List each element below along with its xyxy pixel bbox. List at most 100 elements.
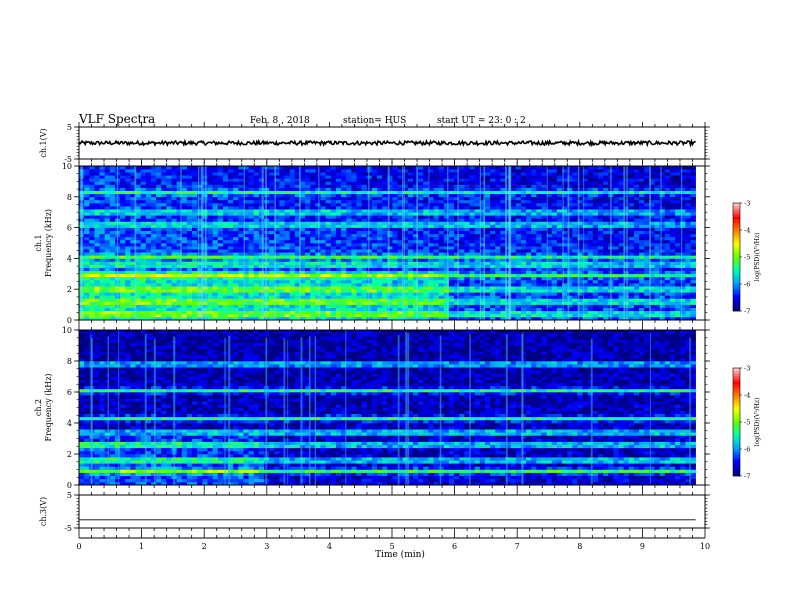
- ch1-spectrogram-cell: [305, 283, 311, 287]
- ch1-spectrogram-cell: [197, 236, 203, 241]
- ch1-spectrogram-cell: [258, 286, 265, 290]
- ch1-spectrogram-cell: [325, 304, 332, 308]
- ch1-spectrogram-cell: [536, 313, 542, 318]
- ch1-spectrogram-cell: [294, 206, 301, 210]
- ch1-spectrogram-cell: [361, 239, 368, 244]
- ch1-spectrogram-cell: [387, 209, 393, 213]
- ch1-spectrogram-cell: [510, 301, 517, 305]
- ch1-spectrogram-cell: [284, 283, 290, 287]
- ch1-spectrogram-cell: [125, 212, 131, 216]
- ch1-spectrogram-cell: [120, 310, 126, 315]
- ch1-spectrogram-cell: [474, 310, 481, 315]
- ch1-spectrogram-cell: [567, 196, 573, 201]
- ch1-spectrogram-cell: [377, 279, 383, 284]
- ch1-spectrogram-cell: [217, 258, 224, 262]
- ch1-spectrogram-cell: [654, 286, 660, 290]
- ch1-spectrogram-cell: [89, 255, 95, 259]
- ch1-spectrogram-cell: [222, 270, 229, 275]
- ch1-spectrogram-cell: [289, 196, 296, 201]
- ch1-spectrogram-cell: [176, 221, 183, 225]
- ch1-spectrogram-cell: [125, 307, 131, 312]
- ch1-spectrogram-cell: [387, 227, 393, 231]
- ch1-spectrogram-cell: [397, 292, 404, 296]
- ch1-spectrogram-cell: [150, 304, 157, 308]
- ch1-spectrogram-cell: [320, 199, 326, 204]
- ch1-spectrogram-cell: [582, 218, 588, 222]
- ch1-spectrogram-cell: [387, 233, 393, 238]
- ch1-spectrogram-cell: [644, 202, 650, 207]
- ch1-spectrogram-cell: [284, 298, 290, 302]
- ch1-spectrogram-cell: [238, 276, 244, 281]
- ch1-spectrogram-cell: [592, 279, 599, 284]
- ch1-spectrogram-cell: [628, 212, 635, 216]
- ch1-spectrogram-cell: [680, 224, 686, 228]
- ch1-spectrogram-cell: [315, 199, 321, 204]
- ch1-spectrogram-cell: [459, 316, 465, 321]
- ch1-spectrogram-cell: [135, 273, 141, 278]
- ch1-spectrogram-cell: [382, 255, 388, 259]
- ch1-spectrogram-cell: [361, 267, 368, 272]
- ch1-spectrogram-cell: [474, 267, 481, 272]
- ch1-spectrogram-cell: [310, 212, 316, 216]
- ch1-spectrogram-cell: [551, 218, 558, 222]
- ch1-spectrogram-cell: [664, 258, 671, 262]
- ch1-spectrogram-cell: [330, 221, 337, 225]
- ch1-spectrogram-cell: [238, 196, 244, 201]
- ch1-spectrogram-cell: [541, 236, 547, 241]
- ch1-waveform-y-label: ch.1(V): [39, 128, 48, 157]
- ch1-spectrogram-cell: [310, 295, 316, 299]
- ch1-spectrogram-cell: [464, 295, 470, 299]
- ch1-spectrogram-cell: [438, 252, 445, 256]
- ch1-spectrogram-cell: [361, 307, 368, 312]
- ch1-spectrogram-cell: [567, 267, 573, 272]
- ch1-spectrogram-cell: [577, 264, 583, 268]
- ch1-spectrogram-cell: [150, 313, 157, 318]
- ch1-spectrogram-cell: [659, 313, 666, 318]
- ch1-spectrogram-cell: [140, 304, 147, 308]
- ch1-spectrogram-cell: [217, 286, 224, 290]
- ch1-spectrogram-cell: [577, 215, 583, 219]
- ch1-spectrogram-cell: [474, 221, 481, 225]
- ch1-spectrogram-cell: [207, 286, 213, 290]
- ch1-spectrogram-cell: [356, 307, 362, 312]
- ch1-spectrogram-cell: [669, 199, 676, 204]
- ch1-spectrogram-cell: [423, 286, 429, 290]
- ch1-spectrogram-cell: [243, 239, 249, 244]
- ch1-spectrogram-cell: [248, 221, 255, 225]
- ch1-spectrogram-cell: [413, 209, 419, 213]
- ch1-spectrogram-cell: [423, 233, 429, 238]
- ch1-spectrogram-cell: [633, 307, 640, 312]
- ch1-spectrogram-cell: [299, 276, 306, 281]
- ch1-spectrogram-cell: [197, 221, 203, 225]
- ch1-spectrogram-cell: [233, 298, 239, 302]
- ch1-spectrogram-cell: [433, 307, 439, 312]
- ch1-spectrogram-cell: [526, 258, 532, 262]
- ch1-spectrogram-cell: [510, 307, 517, 312]
- ch1-spectrogram-cell: [371, 279, 378, 284]
- ch1-spectrogram-cell: [125, 276, 131, 281]
- ch1-spectrogram-cell: [161, 215, 167, 219]
- ch1-spectrogram-cell: [243, 279, 249, 284]
- ch1-spectrogram-cell: [577, 249, 583, 253]
- ch1-spectrogram-cell: [150, 233, 157, 238]
- ch1-spectrogram-cell: [207, 199, 213, 204]
- ch1-spectrogram-cell: [89, 212, 95, 216]
- ch1-spectrogram-cell: [130, 246, 136, 250]
- ch1-spectrogram-cell: [109, 202, 116, 207]
- ch1-spectrogram-cell: [150, 239, 157, 244]
- ch1-spectrogram-cell: [176, 298, 183, 302]
- ch1-spectrogram-cell: [89, 304, 95, 308]
- ch1-spectrogram-cell: [217, 307, 224, 312]
- ch1-spectrogram-cell: [690, 236, 696, 241]
- ch1-spectrogram-cell: [192, 258, 198, 262]
- ch1-spectrogram-cell: [464, 249, 470, 253]
- ch1-spectrogram-cell: [228, 199, 234, 204]
- ch1-spectrogram-cell: [618, 276, 624, 281]
- ch1-spectrogram-cell: [490, 258, 496, 262]
- ch1-spectrogram-cell: [448, 227, 455, 231]
- ch1-spectrogram-cell: [335, 267, 342, 272]
- ch1-spectrogram-cell: [464, 206, 470, 210]
- ch1-spectrogram-cell: [361, 215, 368, 219]
- ch1-spectrogram-cell: [89, 307, 95, 312]
- ch1-spectrogram-cell: [438, 224, 445, 228]
